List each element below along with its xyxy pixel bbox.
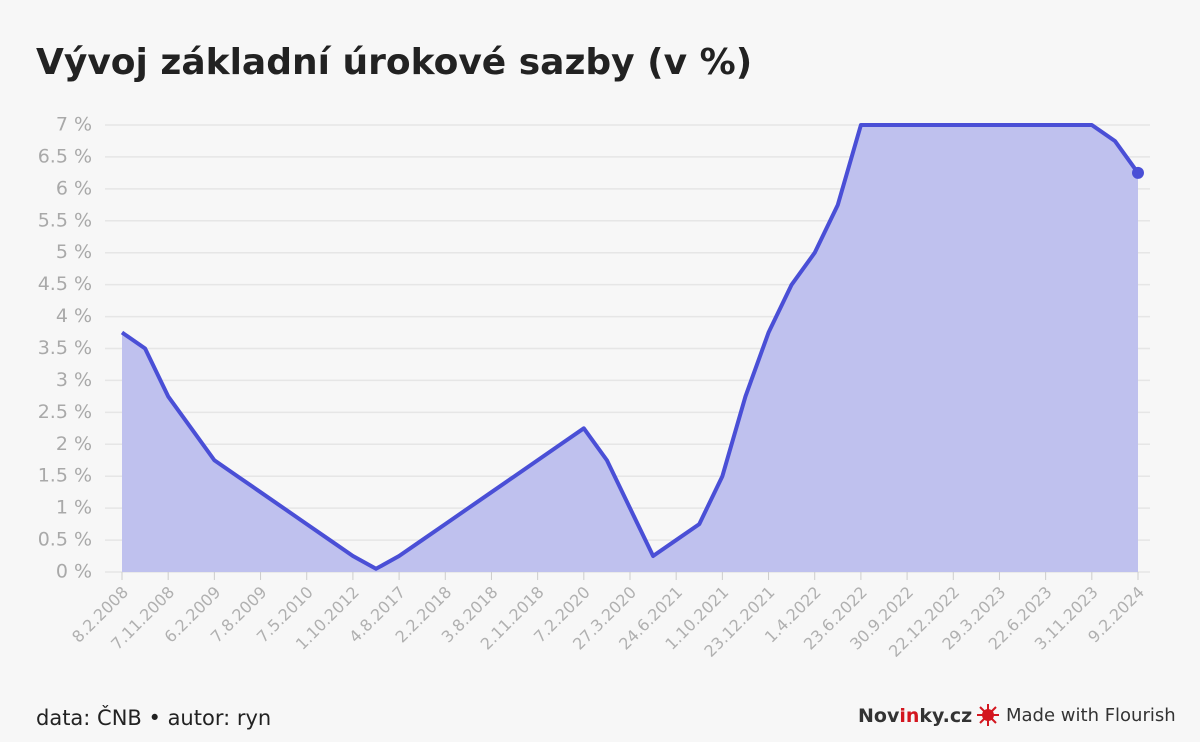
flourish-logo: [977, 704, 999, 726]
y-tick-label: 5.5 %: [38, 209, 92, 231]
flourish-credit[interactable]: Made with Flourish: [1006, 705, 1176, 726]
y-tick-label: 4 %: [56, 305, 92, 327]
y-tick-label: 3 %: [56, 369, 92, 391]
line: [120, 123, 1140, 571]
y-tick-label: 3.5 %: [38, 337, 92, 359]
brand-part: in: [899, 705, 919, 727]
brand-part: ky.cz: [919, 705, 972, 727]
y-tick-label: 2 %: [56, 433, 92, 455]
brand: Novinky.cz: [858, 705, 972, 727]
y-tick-label: 2.5 %: [38, 401, 92, 423]
y-tick-label: 1.5 %: [38, 465, 92, 487]
end-point: [1132, 166, 1144, 179]
brand-part: Nov: [858, 705, 900, 727]
y-tick-label: 4.5 %: [38, 273, 92, 295]
y-tick-label: 0 %: [56, 561, 92, 583]
y-tick-label: 0.5 %: [38, 529, 92, 551]
y-tick-label: 6.5 %: [38, 145, 92, 167]
y-tick-label: 6 %: [56, 177, 92, 199]
y-tick-label: 5 %: [56, 241, 92, 263]
area: [122, 125, 1138, 572]
y-tick-label: 7 %: [56, 114, 92, 136]
chart-title: Vývoj základní úrokové sazby (v %): [36, 42, 752, 83]
y-tick-label: 1 %: [56, 497, 92, 519]
source: data: ČNB • autor: ryn: [36, 705, 271, 730]
